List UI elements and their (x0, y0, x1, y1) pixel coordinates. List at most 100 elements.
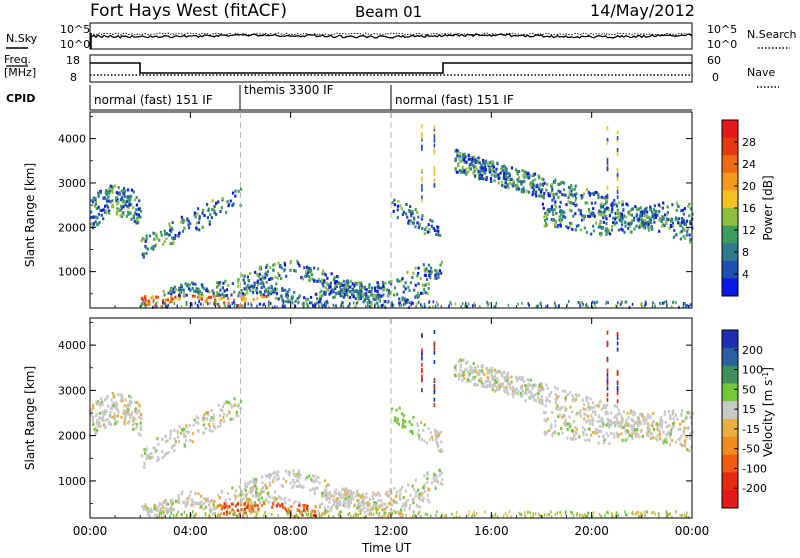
echo-cell (150, 246, 153, 250)
echo-cell (628, 222, 631, 226)
echo-cell (563, 420, 566, 424)
echo-cell (484, 380, 487, 384)
cpid-panel: CPID normal (fast) 151 IF themis 3300 IF… (6, 83, 692, 111)
echo-cell (208, 503, 211, 507)
ground-echo-cell (250, 303, 253, 307)
echo-cell (404, 503, 408, 507)
echo-cell (652, 214, 655, 218)
echo-cell (295, 479, 298, 483)
ground-echo-cell (593, 301, 596, 305)
echo-cell (606, 411, 609, 415)
echo-cell (538, 184, 541, 188)
ground-echo-cell (591, 300, 594, 304)
echo-cell (161, 450, 164, 453)
echo-cell (573, 434, 576, 437)
ground-echo-cell (209, 515, 211, 519)
echo-cell (538, 176, 541, 180)
echo-cell (226, 413, 229, 417)
echo-cell (626, 424, 629, 427)
echo-cell (208, 429, 211, 432)
echo-cell (171, 227, 174, 231)
ground-echo-cell (161, 305, 164, 309)
echo-cell (531, 186, 534, 189)
echo-cell (216, 493, 220, 497)
echo-cell (427, 263, 431, 267)
echo-cell (651, 412, 655, 415)
echo-cell (671, 221, 674, 225)
echo-cell (643, 416, 646, 420)
echo-cell (557, 395, 560, 399)
echo-cell (329, 509, 332, 513)
echo-cell (548, 393, 551, 396)
echo-cell (169, 501, 172, 505)
echo-cell (509, 387, 512, 391)
ground-echo-cell (626, 513, 628, 517)
echo-cell (646, 222, 649, 226)
echo-cell (566, 436, 569, 440)
echo-cell (600, 416, 603, 420)
echo-cell (244, 485, 247, 489)
echo-cell (268, 472, 271, 476)
echo-cell (251, 284, 254, 288)
echo-cell (295, 474, 298, 478)
echo-cell (171, 221, 174, 225)
echo-cell (265, 474, 268, 478)
echo-cell (203, 497, 206, 500)
echo-cell (404, 425, 407, 429)
echo-cell (371, 286, 374, 290)
echo-cell (310, 511, 313, 515)
echo-cell (296, 472, 299, 476)
echo-cell (503, 370, 506, 374)
ground-echo-cell (255, 515, 258, 519)
echo-cell (466, 378, 470, 381)
echo-cell (188, 283, 191, 287)
echo-cell (145, 237, 148, 241)
echo-cell (542, 193, 545, 197)
streak-cell (421, 178, 423, 182)
ground-echo-cell (356, 301, 359, 305)
echo-cell (306, 265, 309, 269)
echo-cell (268, 278, 271, 281)
echo-cell (682, 430, 685, 434)
echo-cell (554, 221, 557, 225)
echo-cell (246, 291, 249, 295)
echo-cell (602, 216, 605, 220)
echo-cell (180, 431, 183, 435)
ground-echo-cell (244, 302, 246, 306)
echo-cell (359, 494, 362, 498)
echo-cell (245, 285, 248, 289)
echo-cell (406, 215, 409, 219)
echo-cell (92, 226, 95, 230)
echo-cell (548, 210, 551, 213)
echo-cell (600, 420, 604, 424)
echo-cell (342, 496, 345, 500)
ground-echo-cell (473, 302, 475, 305)
echo-cell (637, 219, 640, 223)
echo-cell (145, 508, 148, 512)
echo-cell (321, 282, 324, 286)
echo-cell (533, 172, 537, 176)
echo-cell (365, 288, 368, 292)
echo-cell (412, 497, 415, 501)
echo-cell (393, 487, 396, 490)
ground-echo-cell (665, 510, 668, 514)
echo-cell (614, 404, 617, 408)
streak-cell (616, 130, 619, 135)
echo-cell (409, 503, 412, 507)
echo-cell (685, 426, 688, 430)
echo-cell (428, 228, 431, 232)
echo-cell (384, 511, 387, 515)
echo-cell (280, 266, 283, 270)
ground-echo-cell (488, 302, 490, 305)
ground-echo-cell (300, 510, 303, 514)
echo-cell (212, 207, 215, 211)
echo-cell (688, 436, 691, 440)
ground-echo-cell (284, 304, 286, 308)
echo-cell (605, 222, 608, 225)
echo-cell (368, 285, 371, 289)
echo-cell (220, 489, 223, 493)
echo-cell (94, 426, 97, 430)
ground-echo-cell (268, 300, 270, 304)
echo-cell (571, 438, 574, 441)
echo-cell (111, 188, 114, 191)
